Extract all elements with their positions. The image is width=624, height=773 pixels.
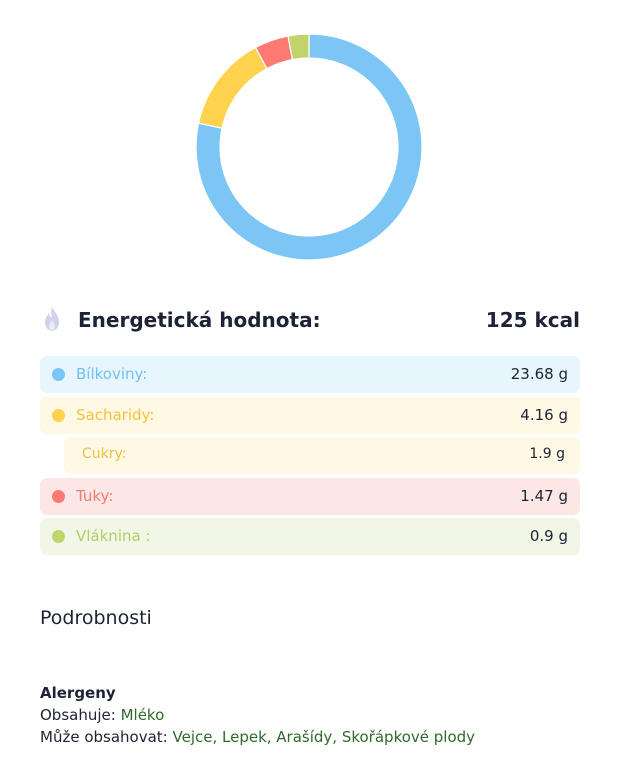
details-title: Podrobnosti — [40, 607, 152, 629]
allergens-contains: Obsahuje: Mléko — [40, 704, 475, 726]
nutrient-value: 23.68 g — [510, 365, 568, 383]
contains-label: Obsahuje: — [40, 706, 116, 724]
nutrient-label: Tuky: — [76, 486, 114, 505]
energy-label: Energetická hodnota: — [78, 308, 321, 332]
protein-dot-icon — [52, 368, 65, 381]
nutrient-value: 0.9 g — [529, 527, 568, 545]
carbs-dot-icon — [52, 408, 65, 422]
allergens-section: Alergeny Obsahuje: Mléko Může obsahovat:… — [40, 682, 475, 748]
donut-chart-svg — [196, 34, 422, 260]
nutrient-list: Bílkoviny: 23.68 g Sacharidy: 4.16 g Cuk… — [40, 356, 580, 559]
nutrient-row-sugars: Cukry: 1.9 g — [64, 437, 580, 474]
nutrient-value: 1.47 g — [520, 486, 568, 505]
nutrient-value: 4.16 g — [520, 405, 568, 424]
nutrient-row-protein: Bílkoviny: 23.68 g — [40, 356, 580, 393]
nutrient-row-fiber: Vláknina : 0.9 g — [40, 518, 580, 555]
energy-value: 125 kcal — [485, 308, 580, 332]
flame-icon — [45, 307, 59, 331]
allergens-may-contain: Může obsahovat: Vejce, Lepek, Arašídy, S… — [40, 726, 475, 748]
donut-slice-sacharidy — [197, 46, 268, 129]
contains-value: Mléko — [120, 706, 165, 724]
nutrient-label: Bílkoviny: — [76, 365, 148, 383]
nutrition-donut-chart — [196, 34, 422, 260]
may-contain-value: Vejce, Lepek, Arašídy, Skořápkové plody — [172, 728, 476, 746]
nutrient-row-fat: Tuky: 1.47 g — [40, 477, 580, 515]
nutrient-label: Vláknina : — [76, 527, 151, 545]
energy-row: Energetická hodnota: 125 kcal — [40, 300, 580, 340]
donut-slice-vlaknina — [287, 34, 310, 61]
nutrient-value: 1.9 g — [529, 446, 565, 462]
nutrient-label: Cukry: — [82, 446, 127, 462]
allergens-title: Alergeny — [40, 684, 116, 702]
fiber-dot-icon — [52, 530, 65, 543]
nutrient-row-carbs: Sacharidy: 4.16 g — [40, 396, 580, 434]
fat-dot-icon — [52, 489, 65, 503]
may-contain-label: Může obsahovat: — [40, 728, 168, 746]
donut-slice-bilkoviny — [196, 34, 422, 260]
nutrient-label: Sacharidy: — [76, 405, 155, 424]
